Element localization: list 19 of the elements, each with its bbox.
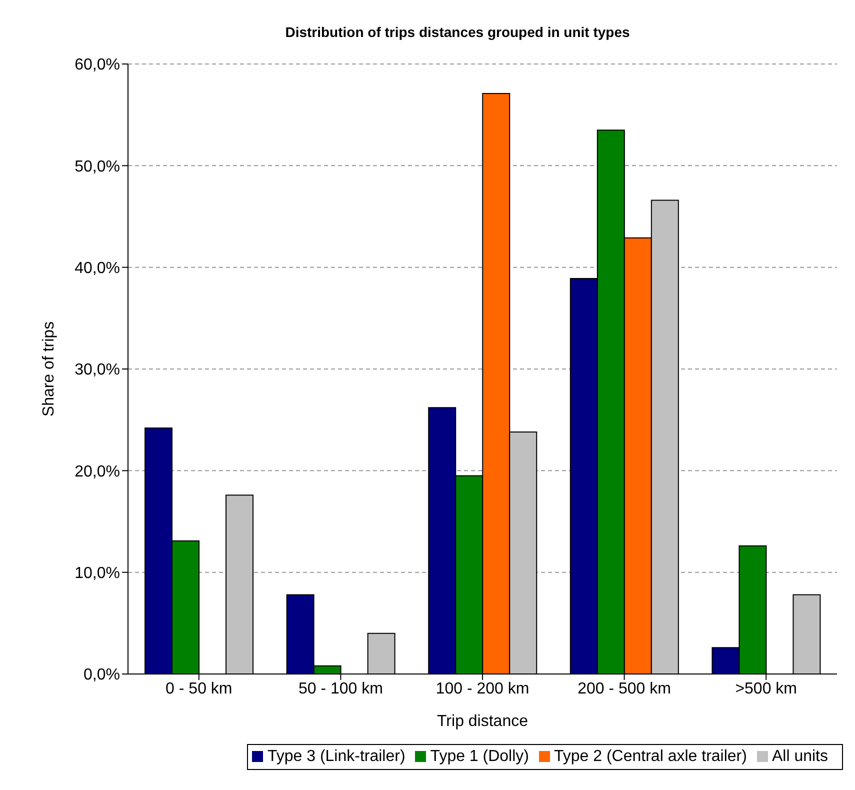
- y-tick-label: 50,0%: [74, 158, 120, 176]
- y-tick-label: 60,0%: [74, 56, 120, 74]
- legend-label: All units: [772, 748, 828, 765]
- x-tick-label: 0 - 50 km: [166, 680, 232, 698]
- y-axis-title: Share of trips: [40, 321, 58, 417]
- legend-label: Type 2 (Central axle trailer): [554, 748, 747, 765]
- y-tick-label: 0,0%: [84, 666, 120, 684]
- x-tick-label: 50 - 100 km: [298, 680, 383, 698]
- x-tick-label: >500 km: [735, 680, 798, 698]
- x-tick-label: 100 - 200 km: [436, 680, 530, 698]
- y-tick-label: 40,0%: [74, 260, 120, 278]
- x-axis-title: Trip distance: [437, 713, 528, 730]
- legend-label: Type 3 (Link-trailer): [267, 748, 406, 765]
- chart-title: Distribution of trips distances grouped in unit types: [284, 23, 631, 40]
- legend-label: Type 1 (Dolly): [430, 748, 529, 765]
- y-tick-label: 20,0%: [74, 463, 120, 480]
- y-tick-label: 30,0%: [74, 362, 120, 379]
- x-tick-label: 200 - 500 km: [578, 680, 671, 698]
- y-tick-label: 10,0%: [74, 565, 120, 582]
